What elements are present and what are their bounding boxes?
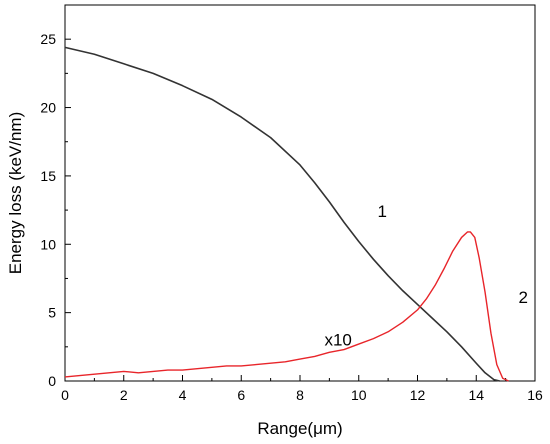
- y-tick-label: 5: [48, 305, 56, 321]
- plot-frame: [64, 4, 536, 382]
- annotation-label: x10: [324, 330, 351, 349]
- x-axis-title: Range(μm): [257, 419, 342, 438]
- series-1-line: [64, 46, 500, 382]
- y-tick-label: 20: [40, 100, 56, 116]
- x-tick-label: 6: [237, 387, 245, 403]
- x-tick-label: 0: [61, 387, 69, 403]
- annotation-layer: 1 2 x10: [324, 202, 528, 350]
- annotation-label: 1: [378, 202, 387, 221]
- x-tick-label: 14: [468, 387, 484, 403]
- y-axis-title: Energy loss (keV/nm): [6, 112, 25, 275]
- y-tick-label: 0: [48, 373, 56, 389]
- y-tick-label: 25: [40, 31, 56, 47]
- annotation-label: 2: [519, 288, 528, 307]
- x-tick-label: 4: [179, 387, 187, 403]
- axis-ticks: [64, 38, 536, 382]
- x-tick-label: 2: [120, 387, 128, 403]
- x-tick-label: 8: [296, 387, 304, 403]
- y-tick-label: 10: [40, 236, 56, 252]
- y-tick-label: 15: [40, 168, 56, 184]
- series-2-line: [64, 231, 509, 382]
- x-tick-label: 10: [351, 387, 367, 403]
- x-tick-label: 16: [527, 387, 543, 403]
- x-tick-label: 12: [410, 387, 426, 403]
- series-layer: [64, 46, 509, 382]
